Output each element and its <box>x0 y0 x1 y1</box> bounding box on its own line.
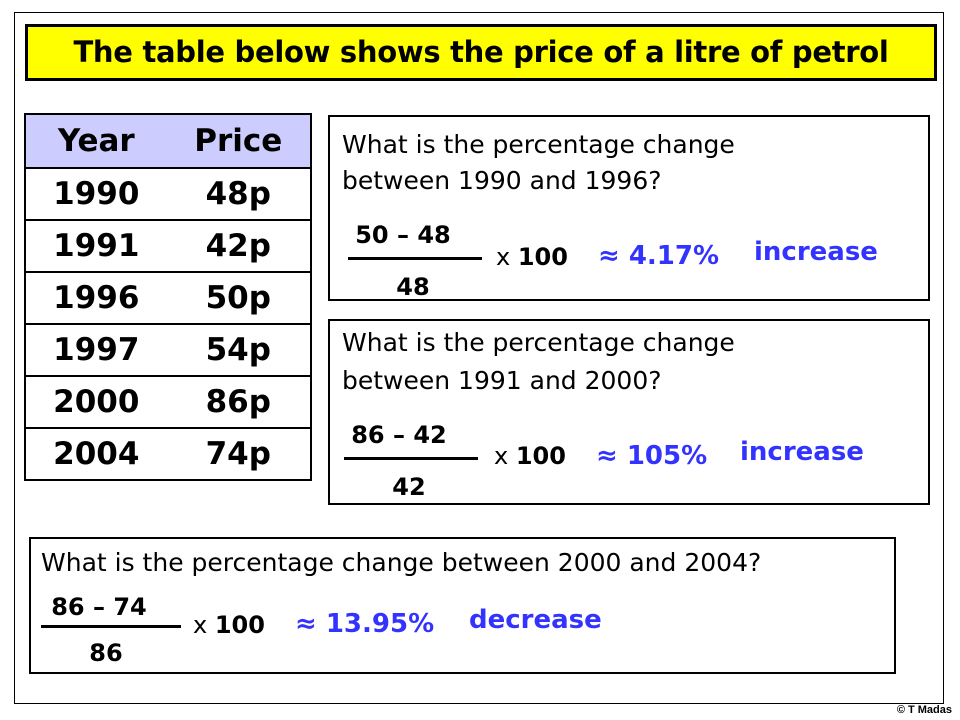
times-sign: x <box>193 611 208 639</box>
slide-frame <box>14 12 944 704</box>
price-cell: 54p <box>166 323 311 376</box>
page-title: The table below shows the price of a lit… <box>25 24 937 81</box>
table-row: 2004 74p <box>25 427 311 480</box>
price-cell: 74p <box>166 427 311 480</box>
copyright-notice: © T Madas <box>896 704 952 716</box>
result-value: ≈ 105% <box>596 441 708 471</box>
year-cell: 1990 <box>25 167 167 220</box>
hundred: 100 <box>515 442 566 470</box>
year-cell: 2000 <box>25 375 167 428</box>
multiplier: x 100 <box>494 442 566 470</box>
year-cell: 1996 <box>25 271 167 324</box>
hundred: 100 <box>517 243 568 271</box>
result-value: ≈ 13.95% <box>295 609 435 639</box>
times-sign: x <box>496 243 511 271</box>
column-header-price: Price <box>166 114 311 168</box>
fraction-numerator: 86 – 42 <box>351 421 447 449</box>
table-row: 1997 54p <box>25 323 311 376</box>
price-table: Year Price 1990 48p 1991 42p 1996 50p 19… <box>24 113 312 481</box>
question-text-line-2: between 1991 and 2000? <box>342 366 662 395</box>
fraction-denominator: 86 <box>89 639 123 667</box>
times-sign: x <box>494 442 509 470</box>
fraction-denominator: 42 <box>392 473 426 501</box>
year-cell: 1991 <box>25 219 167 272</box>
year-cell: 1997 <box>25 323 167 376</box>
table-row: 1996 50p <box>25 271 311 324</box>
question-box-1: What is the percentage change between 19… <box>328 115 930 301</box>
fraction-denominator: 48 <box>396 273 430 301</box>
year-cell: 2004 <box>25 427 167 480</box>
price-cell: 48p <box>166 167 311 220</box>
fraction-numerator: 86 – 74 <box>51 593 147 621</box>
change-direction: increase <box>740 437 864 467</box>
table-row: 1991 42p <box>25 219 311 272</box>
table-header-row: Year Price <box>25 114 311 168</box>
question-box-2: What is the percentage change between 19… <box>328 319 930 505</box>
price-cell: 42p <box>166 219 311 272</box>
price-cell: 86p <box>166 375 311 428</box>
fraction-numerator: 50 – 48 <box>355 221 451 249</box>
hundred: 100 <box>214 611 265 639</box>
column-header-year: Year <box>25 114 167 168</box>
table-row: 1990 48p <box>25 167 311 220</box>
fraction-bar <box>348 257 482 260</box>
question-text-line-2: between 1990 and 1996? <box>342 166 662 195</box>
question-text-line-1: What is the percentage change <box>342 328 735 357</box>
fraction-bar <box>41 625 181 628</box>
change-direction: increase <box>754 237 878 267</box>
question-text: What is the percentage change between 20… <box>41 548 762 577</box>
table-row: 2000 86p <box>25 375 311 428</box>
question-box-3: What is the percentage change between 20… <box>29 537 896 674</box>
change-direction: decrease <box>469 605 602 635</box>
price-cell: 50p <box>166 271 311 324</box>
result-value: ≈ 4.17% <box>598 241 720 271</box>
fraction-bar <box>344 457 478 460</box>
multiplier: x 100 <box>193 611 265 639</box>
question-text-line-1: What is the percentage change <box>342 130 735 159</box>
multiplier: x 100 <box>496 243 568 271</box>
